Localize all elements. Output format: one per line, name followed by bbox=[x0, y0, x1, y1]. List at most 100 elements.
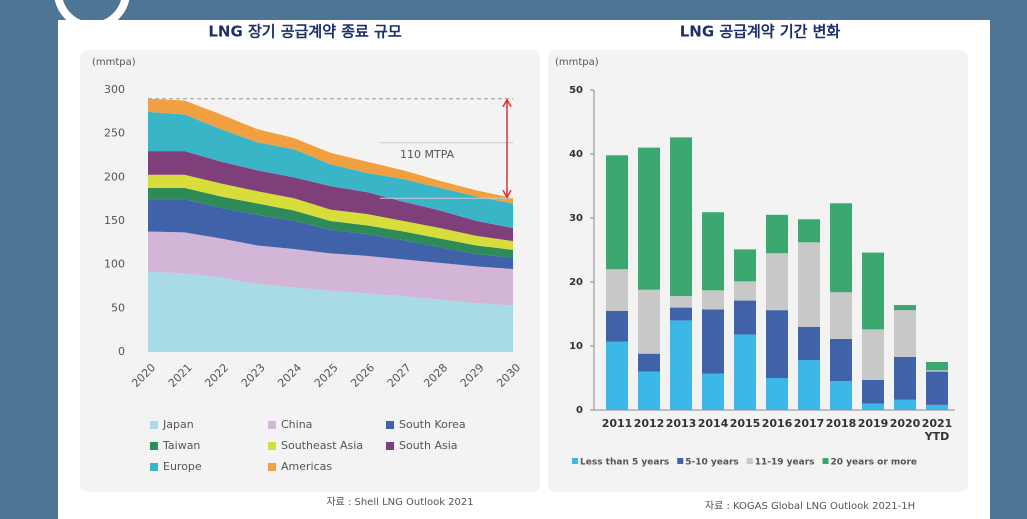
y-tick-label: 50 bbox=[569, 85, 583, 96]
bar bbox=[798, 219, 820, 243]
bar bbox=[766, 253, 788, 311]
bar bbox=[830, 338, 852, 382]
bar bbox=[606, 269, 628, 311]
y-tick-label: 150 bbox=[104, 214, 125, 227]
x-tick-label: 2019 bbox=[858, 417, 889, 430]
source: 자료 : KOGAS Global LNG Outlook 2021-1H bbox=[705, 500, 915, 512]
area bbox=[148, 98, 513, 204]
x-tick-label: 2012 bbox=[634, 417, 665, 430]
legend-label: South Asia bbox=[399, 439, 458, 452]
chart-title: LNG 공급계약 기간 변화 bbox=[680, 23, 841, 41]
legend-swatch bbox=[268, 442, 276, 450]
area bbox=[148, 271, 513, 352]
bar bbox=[670, 320, 692, 410]
legend-swatch bbox=[150, 442, 158, 450]
legend-label: South Korea bbox=[399, 418, 466, 431]
y-tick-label: 200 bbox=[104, 170, 125, 183]
bar bbox=[734, 334, 756, 410]
bar bbox=[926, 370, 948, 372]
bar bbox=[894, 305, 916, 311]
legend-label: Europe bbox=[163, 460, 202, 473]
bar bbox=[830, 381, 852, 410]
area bbox=[148, 187, 513, 258]
legend-label: Americas bbox=[281, 460, 332, 473]
x-tick-label: 2011 bbox=[602, 417, 633, 430]
legend-label: China bbox=[281, 418, 312, 431]
legend-swatch bbox=[386, 421, 394, 429]
bar bbox=[894, 310, 916, 357]
x-tick-label: 2021 YTD bbox=[922, 417, 953, 443]
area bbox=[148, 231, 513, 306]
x-tick-label: 2016 bbox=[762, 417, 793, 430]
area bbox=[148, 111, 513, 228]
y-axis-label: (mmtpa) bbox=[92, 57, 136, 68]
y-tick-label: 20 bbox=[569, 277, 583, 288]
bar bbox=[894, 399, 916, 410]
area bbox=[148, 174, 513, 250]
y-tick-label: 100 bbox=[104, 258, 125, 271]
bar bbox=[830, 203, 852, 293]
bar bbox=[862, 403, 884, 410]
bar bbox=[830, 292, 852, 339]
legend-swatch bbox=[572, 458, 578, 464]
bar bbox=[670, 137, 692, 297]
legend-swatch bbox=[150, 421, 158, 429]
area bbox=[148, 199, 513, 270]
x-tick-label: 2020 bbox=[890, 417, 921, 430]
bar bbox=[926, 404, 948, 410]
bar bbox=[670, 296, 692, 308]
bar bbox=[766, 378, 788, 410]
y-tick-label: 0 bbox=[576, 405, 583, 416]
y-tick-label: 0 bbox=[118, 345, 125, 358]
legend-label: Taiwan bbox=[162, 439, 200, 452]
y-axis-label: (mmtpa) bbox=[555, 57, 599, 68]
x-tick-label: 2013 bbox=[666, 417, 697, 430]
legend-label: Southeast Asia bbox=[281, 439, 363, 452]
source: 자료 : Shell LNG Outlook 2021 bbox=[326, 496, 473, 508]
bar bbox=[702, 290, 724, 310]
bar bbox=[638, 371, 660, 410]
legend-swatch bbox=[677, 458, 684, 464]
y-tick-label: 50 bbox=[111, 301, 125, 314]
bar bbox=[734, 281, 756, 301]
y-tick-label: 40 bbox=[569, 149, 583, 160]
bar bbox=[606, 155, 628, 270]
legend-label: Japan bbox=[162, 418, 194, 431]
bar bbox=[766, 214, 788, 254]
bar bbox=[862, 252, 884, 330]
x-tick-label: 2017 bbox=[794, 417, 825, 430]
bar bbox=[606, 310, 628, 342]
bar bbox=[638, 147, 660, 290]
bar bbox=[862, 379, 884, 404]
bar bbox=[798, 326, 820, 361]
legend-swatch bbox=[268, 421, 276, 429]
y-tick-label: 300 bbox=[104, 83, 125, 96]
legend-swatch bbox=[746, 458, 753, 464]
bar bbox=[766, 310, 788, 378]
bar bbox=[798, 360, 820, 410]
legend-swatch bbox=[150, 463, 158, 471]
bar bbox=[798, 242, 820, 327]
chart-title: LNG 장기 공급계약 종료 규모 bbox=[208, 23, 402, 41]
bar bbox=[734, 300, 756, 335]
bar bbox=[926, 362, 948, 371]
bar bbox=[638, 289, 660, 354]
area bbox=[148, 151, 513, 242]
bar bbox=[638, 353, 660, 372]
x-tick-label: 2018 bbox=[826, 417, 857, 430]
annotation: 110 MTPA bbox=[400, 148, 455, 161]
bar bbox=[606, 341, 628, 410]
y-tick-label: 10 bbox=[569, 341, 583, 352]
bar bbox=[926, 371, 948, 405]
legend-swatch bbox=[822, 458, 829, 464]
bar bbox=[702, 212, 724, 291]
y-tick-label: 250 bbox=[104, 127, 125, 140]
legend-swatch bbox=[386, 442, 394, 450]
legend-label: 20 years or more bbox=[831, 458, 918, 468]
bar bbox=[894, 356, 916, 400]
legend-label: 11-19 years bbox=[755, 458, 815, 468]
arrow-head bbox=[502, 98, 512, 199]
bar bbox=[862, 329, 884, 380]
bar bbox=[702, 309, 724, 374]
legend-label: Less than 5 years bbox=[580, 458, 669, 468]
